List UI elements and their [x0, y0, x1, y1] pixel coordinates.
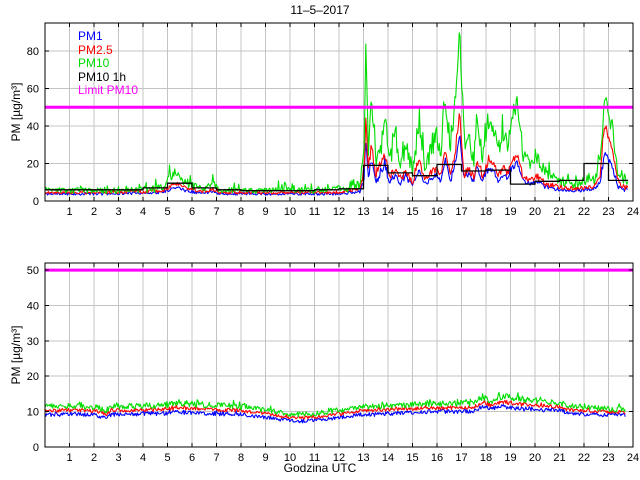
x-tick-label: 22	[578, 452, 590, 464]
x-tick-label: 20	[529, 206, 541, 218]
y-tick-label: 20	[27, 159, 39, 171]
y-tick-label: 50	[27, 265, 39, 277]
x-tick-label: 13	[357, 206, 369, 218]
legend-item-pm10-1h: PM10 1h	[78, 69, 127, 84]
legend-item-pm2-5: PM2.5	[78, 42, 113, 57]
legend: PM1 PM2.5 PM10 PM10 1h Limit PM10	[78, 29, 139, 98]
legend-item-limit: Limit PM10	[78, 83, 139, 97]
x-tick-label: 2	[91, 206, 97, 218]
x-tick-label: 4	[140, 206, 146, 218]
x-tick-label: 17	[455, 206, 467, 218]
y-tick-label: 30	[27, 336, 39, 348]
series-pm2-5	[44, 399, 626, 420]
x-tick-label: 3	[115, 452, 121, 464]
x-tick-label: 12	[333, 452, 345, 464]
x-tick-label: 17	[455, 452, 467, 464]
y-tick-label: 80	[27, 46, 39, 58]
x-tick-label: 14	[382, 206, 394, 218]
legend-item-pm10: PM10	[78, 56, 110, 70]
x-axis-label: Godzina UTC	[283, 461, 357, 475]
y-tick-label: 0	[33, 442, 39, 454]
x-tick-label: 24	[627, 206, 639, 218]
x-tick-label: 9	[262, 452, 268, 464]
x-tick-label: 15	[406, 206, 418, 218]
x-tick-label: 18	[480, 452, 492, 464]
x-tick-label: 20	[529, 452, 541, 464]
x-tick-label: 10	[284, 206, 296, 218]
x-tick-label: 8	[238, 452, 244, 464]
series-pm2-5	[44, 113, 629, 195]
x-tick-label: 23	[602, 452, 614, 464]
x-tick-label: 19	[504, 206, 516, 218]
x-tick-label: 22	[578, 206, 590, 218]
x-tick-label: 19	[504, 452, 516, 464]
series-pm10-1h	[45, 162, 629, 192]
chart-title: 11–5–2017	[290, 3, 350, 17]
x-tick-label: 21	[553, 206, 565, 218]
x-tick-label: 7	[213, 206, 219, 218]
x-tick-label: 8	[238, 206, 244, 218]
x-tick-label: 6	[189, 452, 195, 464]
x-tick-label: 21	[553, 452, 565, 464]
x-tick-label: 12	[333, 206, 345, 218]
x-tick-label: 10	[284, 452, 296, 464]
x-tick-label: 4	[140, 452, 146, 464]
x-tick-label: 1	[66, 206, 72, 218]
y-tick-label: 20	[27, 371, 39, 383]
y-tick-label: 40	[27, 300, 39, 312]
x-tick-label: 1	[66, 452, 72, 464]
y-tick-label: 10	[27, 407, 39, 419]
x-tick-label: 6	[189, 206, 195, 218]
series-pm10	[44, 391, 626, 418]
y-tick-label: 0	[33, 196, 39, 208]
top-y-axis-label: PM [µg/m³]	[9, 82, 23, 142]
series-pm1	[44, 404, 626, 424]
x-tick-label: 16	[431, 452, 443, 464]
x-tick-label: 18	[480, 206, 492, 218]
y-tick-label: 60	[27, 84, 39, 96]
x-tick-label: 16	[431, 206, 443, 218]
legend-item-pm1: PM1	[78, 29, 103, 43]
x-tick-label: 5	[164, 452, 170, 464]
x-tick-label: 13	[357, 452, 369, 464]
x-tick-label: 24	[627, 452, 639, 464]
x-tick-label: 9	[262, 206, 268, 218]
y-tick-label: 40	[27, 121, 39, 133]
x-tick-label: 11	[309, 452, 320, 464]
x-tick-label: 2	[91, 452, 97, 464]
x-tick-label: 14	[382, 452, 394, 464]
x-tick-label: 7	[213, 452, 219, 464]
x-tick-label: 3	[115, 206, 121, 218]
x-tick-label: 11	[309, 206, 320, 218]
x-tick-label: 15	[406, 452, 418, 464]
bottom-y-axis-label: PM [µg/m³]	[9, 325, 23, 385]
x-tick-label: 23	[602, 206, 614, 218]
x-tick-label: 5	[164, 206, 170, 218]
